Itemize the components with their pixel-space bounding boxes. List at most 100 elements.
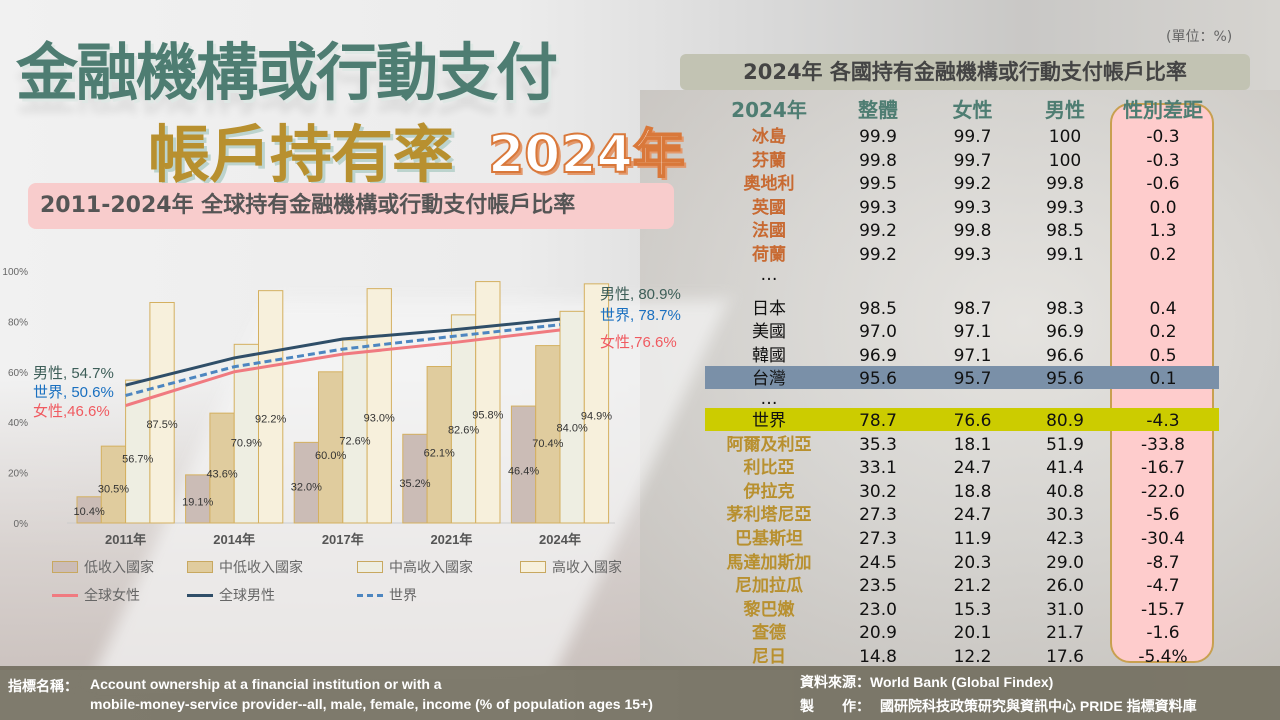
bar-3-3 xyxy=(475,281,501,524)
line-end-label: 世界, 78.7% xyxy=(600,307,681,324)
cell-0: 日本 xyxy=(752,298,786,319)
x-tick-label: 2011年 xyxy=(105,532,146,547)
y-tick-label: 80% xyxy=(8,317,28,328)
cell-0: 巴基斯坦 xyxy=(735,529,803,549)
table-row: 荷蘭 99.2 99.3 99.1 0.2 xyxy=(705,243,1219,267)
table-row: 美國 97.0 97.1 96.9 0.2 xyxy=(705,320,1219,344)
cell-1: 35.3 xyxy=(859,434,897,455)
legend-item: 中低收入國家 xyxy=(187,557,303,577)
table-row: 查德 20.9 20.1 21.7 -1.6 xyxy=(705,621,1219,645)
cell-1: 99.2 xyxy=(859,245,897,265)
cell-3: 29.0 xyxy=(1046,552,1084,573)
bar-1-4 xyxy=(535,345,561,524)
bar-data-label: 82.6% xyxy=(448,424,479,436)
legend-label: 高收入國家 xyxy=(552,560,622,576)
legend-label: 全球男性 xyxy=(219,588,275,604)
cell-2: 24.7 xyxy=(953,505,992,526)
bar-0-3 xyxy=(402,433,428,524)
cell-4: 0.4 xyxy=(1149,298,1177,319)
taiwan-highlight xyxy=(705,366,1219,390)
cell-2: 95.7 xyxy=(953,369,992,390)
page-title: 金融機構或行動支付 xyxy=(16,36,558,109)
cell-1: 20.9 xyxy=(859,623,897,644)
cell-0: 芬蘭 xyxy=(752,150,786,171)
line-世界 xyxy=(125,323,561,397)
legend-swatch xyxy=(187,561,213,573)
cell-2: 20.3 xyxy=(953,552,992,573)
table-row: 尼日 14.8 12.2 17.6 -5.4% xyxy=(705,645,1219,669)
legend-line xyxy=(187,593,213,597)
cell-3: 99.3 xyxy=(1046,197,1084,218)
producer-label: 製 作： xyxy=(800,698,870,714)
table-row: 茅利塔尼亞 27.3 24.7 30.3 -5.6 xyxy=(705,503,1219,527)
cell-3: 98.3 xyxy=(1046,298,1084,319)
cell-1: 27.3 xyxy=(859,505,897,526)
cell-2: 99.3 xyxy=(953,197,992,218)
indicator-text-2: mobile-money-service provider--all, male… xyxy=(90,696,653,712)
cell-2: 12.2 xyxy=(953,647,992,667)
bar-0-4 xyxy=(510,405,537,524)
legend-label: 中低收入國家 xyxy=(219,560,303,576)
cell-0: 2024年 xyxy=(731,98,807,122)
cell-4: -0.6 xyxy=(1146,174,1180,195)
bar-0-2 xyxy=(293,441,320,524)
cell-4: -15.7 xyxy=(1141,599,1185,620)
legend-line xyxy=(52,593,78,597)
table-row: 巴基斯坦 27.3 11.9 42.3 -30.4 xyxy=(705,527,1219,551)
line-start-label: 世界, 50.6% xyxy=(33,384,114,401)
chart-title: 2011-2024年 全球持有金融機構或行動支付帳戶比率 xyxy=(28,183,674,229)
line-start-label: 男性, 54.7% xyxy=(33,365,114,382)
y-tick-label: 20% xyxy=(8,469,28,480)
cell-3: 95.6 xyxy=(1046,369,1084,390)
cell-3: 21.7 xyxy=(1046,623,1084,644)
table-row: 法國 99.2 99.8 98.5 1.3 xyxy=(705,219,1219,243)
cell-1: 99.2 xyxy=(859,221,897,242)
cell-0: 黎巴嫩 xyxy=(743,599,795,620)
line-end-label: 女性,76.6% xyxy=(600,333,677,351)
cell-0: 伊拉克 xyxy=(743,481,795,502)
cell-2: 99.8 xyxy=(953,221,992,242)
table-row: … xyxy=(705,387,1219,411)
table-row: 馬達加斯加 24.5 20.3 29.0 -8.7 xyxy=(705,551,1219,575)
cell-3: 99.1 xyxy=(1046,245,1084,265)
cell-3: 100 xyxy=(1048,150,1082,171)
table-header: 2024年 整體 女性 男性 性別差距 xyxy=(705,98,1219,122)
y-tick-label: 60% xyxy=(8,368,28,379)
cell-1: 99.8 xyxy=(859,150,897,171)
cell-2: 女性 xyxy=(952,98,993,122)
world-highlight xyxy=(705,408,1219,431)
bar-data-label: 84.0% xyxy=(557,423,588,435)
cell-1: 98.5 xyxy=(859,298,897,319)
cell-3: 26.0 xyxy=(1046,576,1084,597)
cell-0: 阿爾及利亞 xyxy=(726,434,812,455)
table-row: 英國 99.3 99.3 99.3 0.0 xyxy=(705,196,1219,220)
cell-1: 30.2 xyxy=(859,481,897,502)
producer: 國研院科技政策研究與資訊中心 PRIDE 指標資料庫 xyxy=(880,698,1197,714)
cell-4: -0.3 xyxy=(1146,150,1180,171)
table-row: 伊拉克 30.2 18.8 40.8 -22.0 xyxy=(705,480,1219,504)
x-tick-label: 2014年 xyxy=(213,532,255,547)
cell-0: 尼日 xyxy=(752,647,786,667)
cell-4: -8.7 xyxy=(1146,552,1180,573)
unit-label: (單位：%) xyxy=(1166,29,1233,45)
cell-3: 男性 xyxy=(1045,98,1085,122)
bar-3-4 xyxy=(583,283,610,524)
cell-2: 99.2 xyxy=(953,174,992,195)
cell-2: 97.1 xyxy=(953,322,992,343)
cell-4: 0.2 xyxy=(1149,245,1177,265)
legend-item: 低收入國家 xyxy=(52,557,154,577)
bar-data-label: 56.7% xyxy=(122,454,153,466)
cell-4: 0.1 xyxy=(1149,369,1177,390)
cell-0: 韓國 xyxy=(752,345,786,366)
cell-2: 76.6 xyxy=(953,411,992,431)
cell-0: 英國 xyxy=(752,197,786,218)
bar-line-chart: 0% 20% 40% 60% 80% 100% 10.4% 19.1% 32.0% 35.2% 46… xyxy=(2,267,681,547)
bar-2-4 xyxy=(559,310,585,524)
cell-1: 95.6 xyxy=(859,369,897,390)
table-title: 2024年 各國持有金融機構或行動支付帳戶比率 xyxy=(680,54,1250,90)
bar-0-1 xyxy=(185,474,211,524)
cell-2: 15.3 xyxy=(953,599,992,620)
cell-0: 尼加拉瓜 xyxy=(735,576,803,597)
cell-4: -4.3 xyxy=(1146,411,1180,431)
cell-4: -5.6 xyxy=(1146,505,1180,526)
